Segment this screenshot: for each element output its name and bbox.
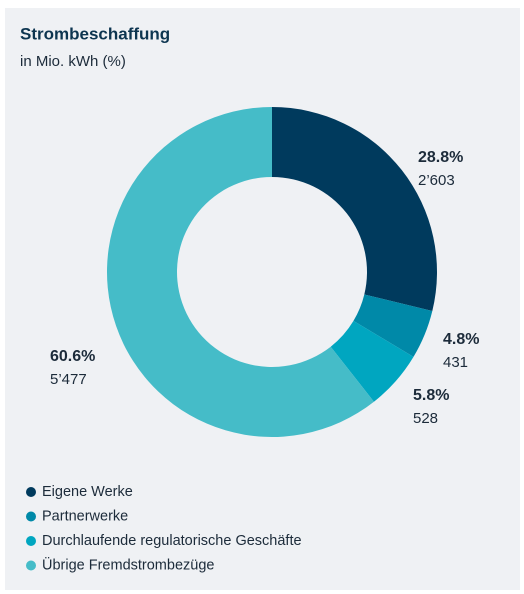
legend-label: Partnerwerke bbox=[42, 508, 128, 524]
legend-label: Eigene Werke bbox=[42, 484, 133, 500]
value-label: 28.8% bbox=[418, 149, 463, 166]
amount-label: 431 bbox=[443, 354, 468, 371]
legend-label: Übrige Fremdstrombezüge bbox=[42, 555, 214, 573]
legend-marker bbox=[26, 536, 36, 546]
amount-label: 528 bbox=[413, 410, 438, 427]
legend-marker bbox=[26, 487, 36, 497]
amount-label: 2’603 bbox=[418, 172, 455, 189]
value-label: 5.8% bbox=[413, 387, 449, 404]
chart-title: Strombeschaffung bbox=[20, 24, 170, 43]
chart-subtitle: in Mio. kWh (%) bbox=[20, 53, 126, 70]
donut-segment bbox=[272, 107, 438, 312]
donut-segment bbox=[353, 294, 433, 357]
legend-label: Durchlaufende regulatorische Geschäfte bbox=[42, 533, 302, 549]
card bbox=[5, 8, 520, 590]
donut-segment bbox=[106, 107, 374, 437]
legend-marker bbox=[26, 560, 36, 571]
value-label: 60.6% bbox=[50, 348, 95, 365]
amount-label: 5’477 bbox=[50, 371, 87, 388]
legend-marker bbox=[26, 511, 36, 522]
donut-segment bbox=[330, 320, 414, 402]
value-label: 4.8% bbox=[443, 331, 479, 348]
